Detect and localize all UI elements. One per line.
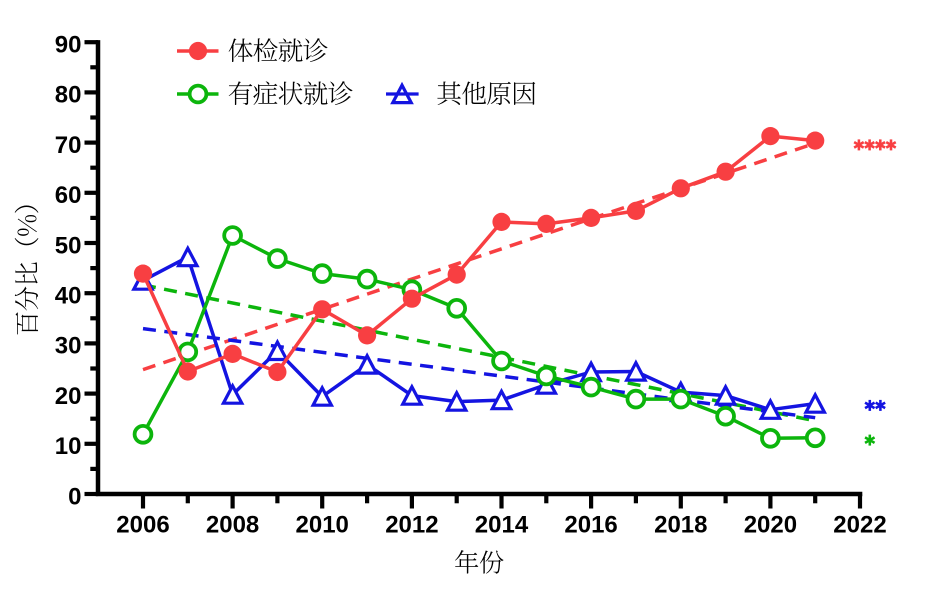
svg-text:2016: 2016 bbox=[564, 512, 617, 539]
svg-text:80: 80 bbox=[55, 82, 82, 109]
svg-text:2020: 2020 bbox=[744, 512, 797, 539]
svg-text:2022: 2022 bbox=[833, 512, 886, 539]
svg-text:2014: 2014 bbox=[475, 512, 529, 539]
svg-text:90: 90 bbox=[55, 32, 82, 59]
svg-text:10: 10 bbox=[55, 433, 82, 460]
svg-text:60: 60 bbox=[55, 182, 82, 209]
svg-text:70: 70 bbox=[55, 132, 82, 159]
svg-text:20: 20 bbox=[55, 383, 82, 410]
svg-text:2010: 2010 bbox=[296, 512, 349, 539]
svg-text:30: 30 bbox=[55, 333, 82, 360]
svg-text:2018: 2018 bbox=[654, 512, 707, 539]
svg-text:2006: 2006 bbox=[116, 512, 169, 539]
svg-text:50: 50 bbox=[55, 232, 82, 259]
svg-text:2008: 2008 bbox=[206, 512, 259, 539]
svg-text:0: 0 bbox=[68, 483, 81, 510]
svg-text:2012: 2012 bbox=[385, 512, 438, 539]
svg-text:40: 40 bbox=[55, 283, 82, 310]
